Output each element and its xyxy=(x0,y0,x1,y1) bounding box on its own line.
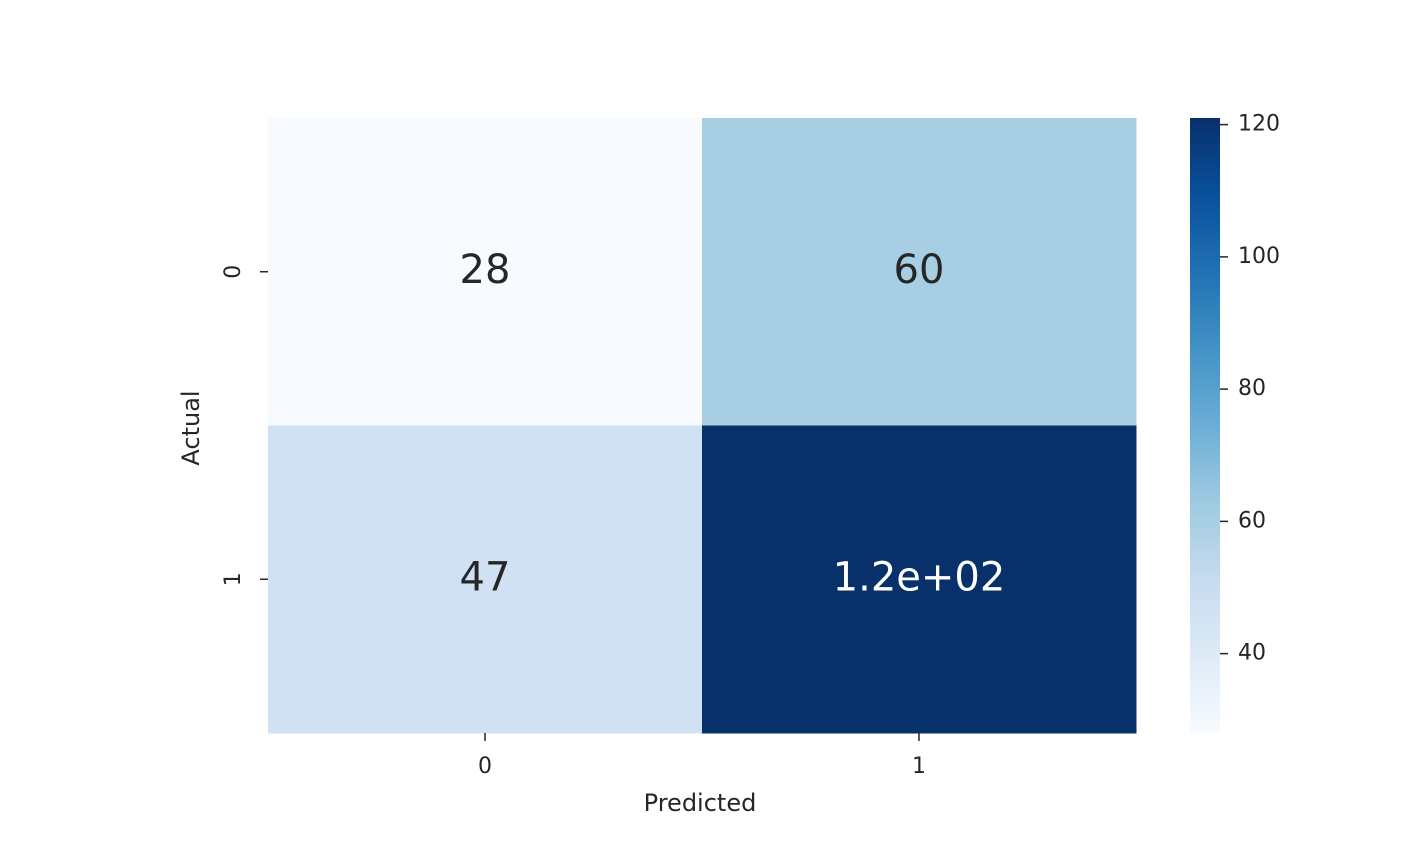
y-tick-label: 1 xyxy=(221,572,246,586)
x-tick-label: 0 xyxy=(478,754,492,779)
x-tick-label: 1 xyxy=(912,754,926,779)
cell-label: 47 xyxy=(460,554,511,600)
cell-label: 1.2e+02 xyxy=(833,554,1006,600)
colorbar xyxy=(1190,118,1220,733)
heatmap-cell xyxy=(702,118,1137,426)
colorbar-tick-label: 120 xyxy=(1238,112,1280,137)
cell-label: 28 xyxy=(460,247,511,293)
heatmap-cell xyxy=(268,118,703,426)
colorbar-tick-label: 40 xyxy=(1238,641,1266,666)
y-axis-label: Actual xyxy=(177,390,205,465)
cell-label: 60 xyxy=(894,247,945,293)
x-axis-label: Predicted xyxy=(644,789,757,817)
heatmap-cell xyxy=(702,425,1137,734)
colorbar-tick-label: 60 xyxy=(1238,508,1266,533)
heatmap-cell xyxy=(268,425,703,734)
colorbar-tick-label: 80 xyxy=(1238,376,1266,401)
y-tick-label: 0 xyxy=(221,265,246,279)
colorbar-tick-label: 100 xyxy=(1238,244,1280,269)
